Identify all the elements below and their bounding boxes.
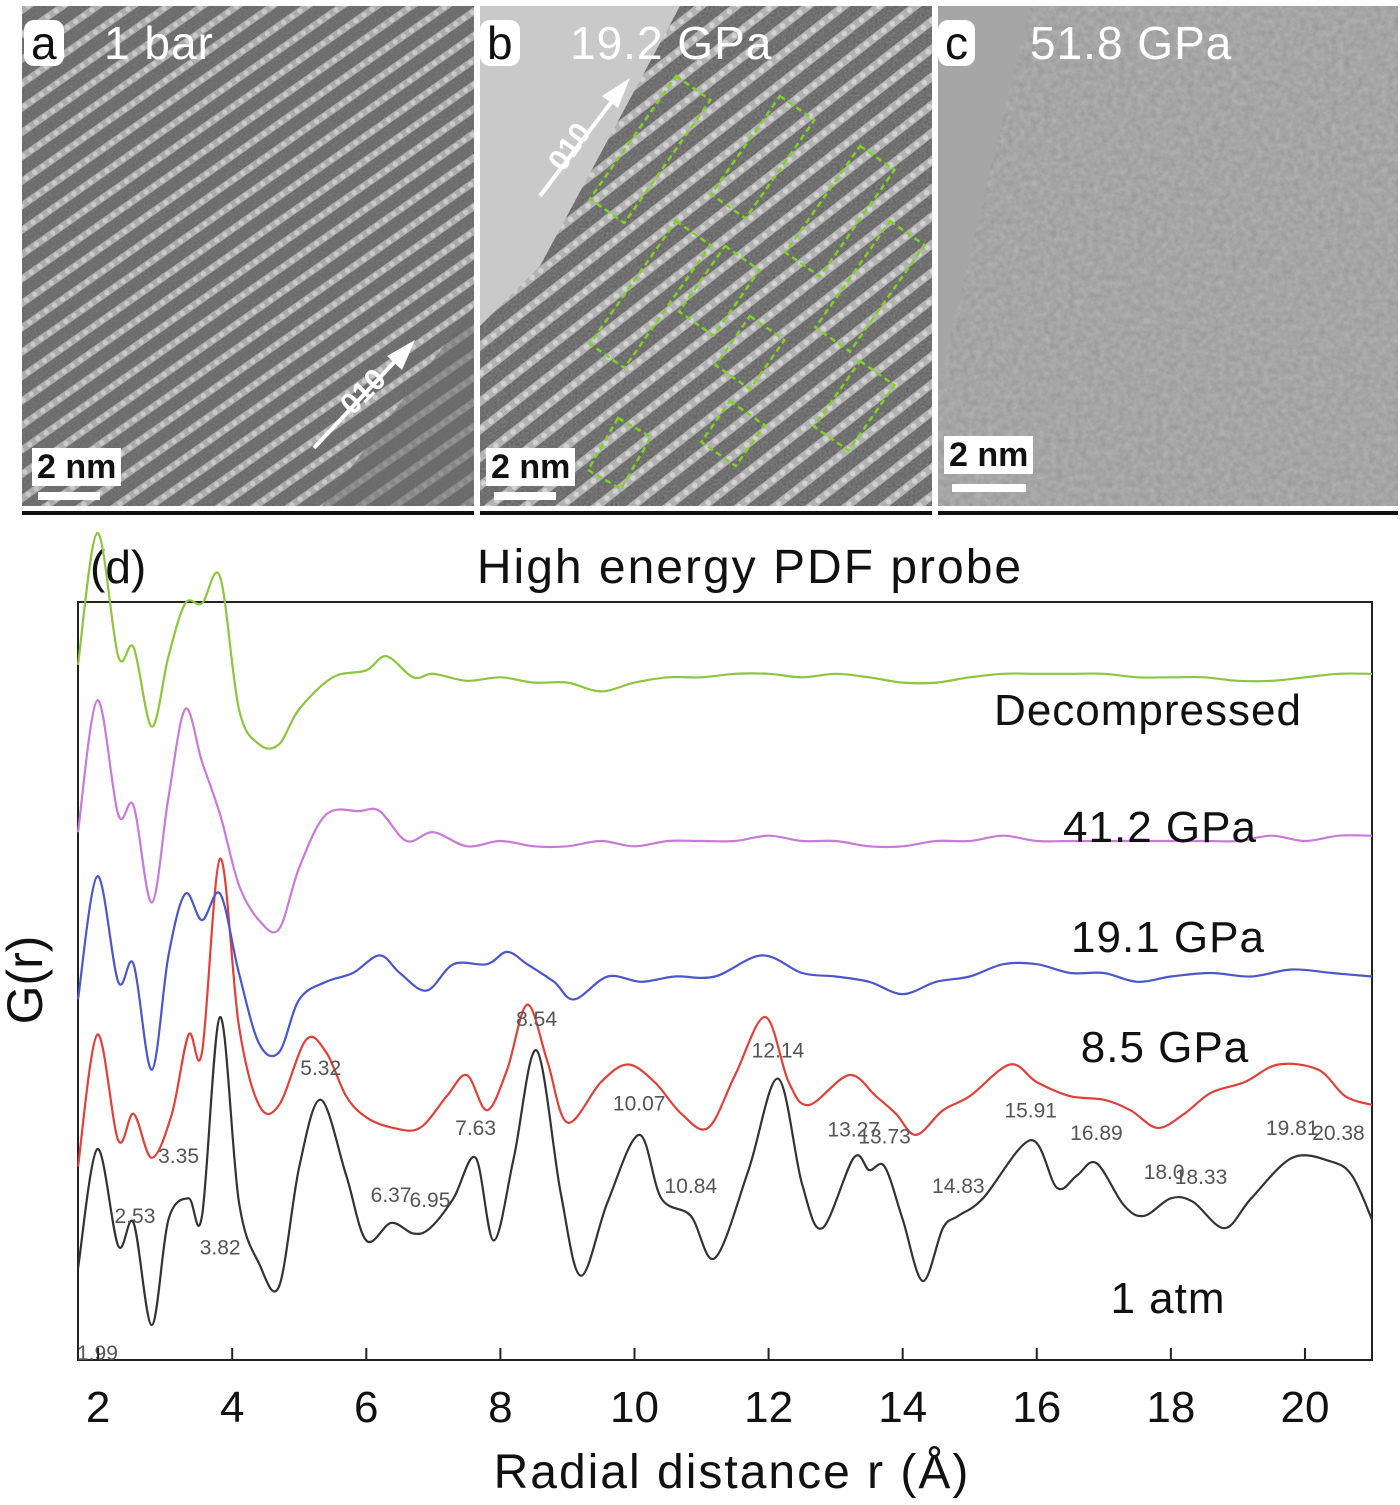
panel-label-c: c [938, 20, 975, 66]
plot-frame [77, 601, 1373, 1361]
peak-label-13-73: 13.73 [858, 1126, 911, 1149]
series-line-1-atm [76, 1015, 1373, 1327]
peak-label-6-37: 6.37 [371, 1184, 412, 1207]
scale-bar-c [952, 484, 1026, 492]
pressure-label-a: 1 bar [104, 17, 214, 69]
peak-label-14-83: 14.83 [932, 1175, 985, 1198]
lattice-image-a [22, 6, 474, 506]
series-label-8-5-gpa: 8.5 GPa [1081, 1023, 1249, 1072]
panel-a-baseline [22, 511, 474, 515]
direction-arrow-a [312, 340, 415, 450]
series-label-decompressed: Decompressed [994, 686, 1302, 735]
pressure-label-b: 19.2 GPa [570, 17, 773, 69]
tem-panel-b: b 19.2 GPa 010 2 nm [480, 6, 932, 506]
x-tick-label-2: 2 [86, 1383, 110, 1432]
series-label-41-2-gpa: 41.2 GPa [1063, 803, 1257, 852]
peak-label-20-38: 20.38 [1312, 1122, 1365, 1145]
lattice-image-b [480, 6, 932, 506]
peak-label-12-14: 12.14 [752, 1039, 805, 1062]
peak-label-13-27: 13.27 [827, 1119, 880, 1142]
peak-label-19-81: 19.81 [1266, 1117, 1319, 1140]
pressure-label-c: 51.8 GPa [1030, 17, 1233, 69]
peak-label-7-63: 7.63 [455, 1117, 496, 1140]
tem-panel-c: c 51.8 GPa 2 nm [938, 6, 1398, 506]
scale-bar-label-a: 2 nm [32, 448, 122, 486]
peak-label-3-35: 3.35 [158, 1145, 199, 1168]
scale-bar-label-b: 2 nm [486, 448, 576, 486]
tem-panel-a: a 1 bar 010 2 nm [22, 6, 474, 506]
scale-bar-b [494, 492, 556, 500]
amorphous-image-c [938, 6, 1398, 506]
vacuum-region-c [938, 6, 1030, 386]
y-axis-label: G(r) [0, 936, 53, 1025]
peak-label-16-89: 16.89 [1070, 1122, 1123, 1145]
series-label-1-atm: 1 atm [1110, 1274, 1225, 1323]
series-line-41-2-gpa [76, 699, 1373, 934]
chart-panel-label: (d) [90, 541, 146, 593]
x-tick-label-12: 12 [744, 1383, 793, 1432]
x-tick-label-10: 10 [610, 1383, 659, 1432]
series-labels: 1 atm 8.5 GPa 19.1 GPa 41.2 GPa Decompressed [994, 686, 1302, 1323]
x-axis-ticks: 2 4 6 8 10 12 14 16 18 20 [86, 1348, 1329, 1432]
vacuum-region-b [480, 6, 680, 326]
crystalline-domain-boxes [586, 74, 927, 491]
x-tick-label-8: 8 [488, 1383, 512, 1432]
series-layer [76, 531, 1373, 1327]
peak-label-10-07: 10.07 [613, 1092, 666, 1115]
x-tick-label-16: 16 [1012, 1383, 1061, 1432]
scale-bar-label-c: 2 nm [944, 436, 1034, 474]
panel-label-b: b [480, 20, 520, 66]
panel-b-baseline [480, 511, 932, 515]
peak-label-5-32: 5.32 [300, 1057, 341, 1080]
panel-label-a: a [24, 20, 64, 66]
peak-label-10-84: 10.84 [665, 1175, 718, 1198]
series-line-decompressed [76, 531, 1373, 750]
x-tick-label-14: 14 [878, 1383, 927, 1432]
chart-title: High energy PDF probe [477, 541, 1023, 594]
scale-bar-a [38, 492, 100, 500]
direction-arrow-b [538, 78, 630, 198]
panel-c-baseline [938, 511, 1398, 515]
x-tick-label-6: 6 [354, 1383, 378, 1432]
peak-label-3-82: 3.82 [200, 1237, 241, 1260]
x-tick-label-4: 4 [220, 1383, 244, 1432]
peak-label-2-53: 2.53 [115, 1205, 156, 1228]
peak-label-18-33: 18.33 [1175, 1166, 1228, 1189]
series-label-19-1-gpa: 19.1 GPa [1071, 913, 1265, 962]
series-line-8-5-gpa [76, 857, 1373, 1167]
x-tick-label-18: 18 [1146, 1383, 1195, 1432]
peak-labels: 1.992.533.353.825.326.376.957.638.5410.0… [77, 1008, 1365, 1365]
peak-label-8-54: 8.54 [516, 1008, 557, 1031]
series-line-19-1-gpa [76, 875, 1373, 1071]
peak-label-6-95: 6.95 [410, 1189, 451, 1212]
peak-label-15-91: 15.91 [1004, 1099, 1057, 1122]
x-axis-label: Radial distance r (Å) [494, 1446, 971, 1499]
peak-label-18-0: 18.0 [1144, 1161, 1185, 1184]
x-tick-label-20: 20 [1280, 1383, 1329, 1432]
